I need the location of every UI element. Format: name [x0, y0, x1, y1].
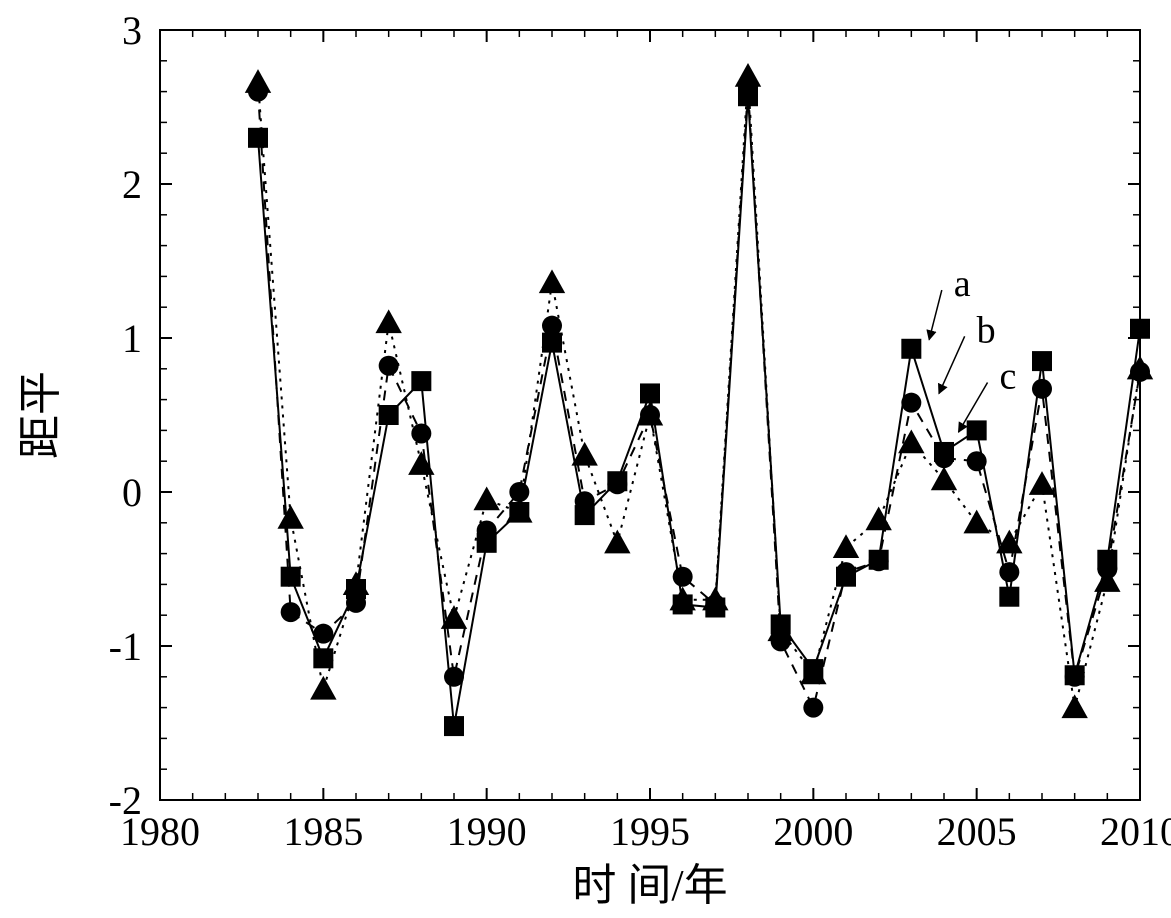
series-c [245, 63, 1153, 718]
x-tick-label: 2010 [1100, 809, 1171, 854]
y-tick-label: 2 [122, 162, 142, 207]
y-tick-label: 0 [122, 470, 142, 515]
series-b [248, 79, 1150, 718]
annotation-label-b: b [977, 309, 996, 351]
annotation-arrow-a [929, 290, 942, 340]
x-tick-label: 1990 [447, 809, 527, 854]
x-axis-label: 时 间/年 [572, 861, 727, 910]
y-tick-label: -1 [109, 624, 142, 669]
y-tick-label: -2 [109, 778, 142, 823]
annotation-arrow-b [939, 336, 965, 393]
y-axis-label: 距平 [16, 371, 65, 459]
annotation-label-c: c [1000, 356, 1017, 398]
x-tick-label: 1985 [283, 809, 363, 854]
y-tick-label: 1 [122, 316, 142, 361]
x-tick-label: 2005 [937, 809, 1017, 854]
x-tick-label: 2000 [773, 809, 853, 854]
line-chart: 1980198519901995200020052010-2-10123时 间/… [0, 0, 1171, 918]
y-tick-label: 3 [122, 8, 142, 53]
x-tick-label: 1995 [610, 809, 690, 854]
chart-container: 1980198519901995200020052010-2-10123时 间/… [0, 0, 1171, 918]
annotation-label-a: a [954, 263, 971, 305]
